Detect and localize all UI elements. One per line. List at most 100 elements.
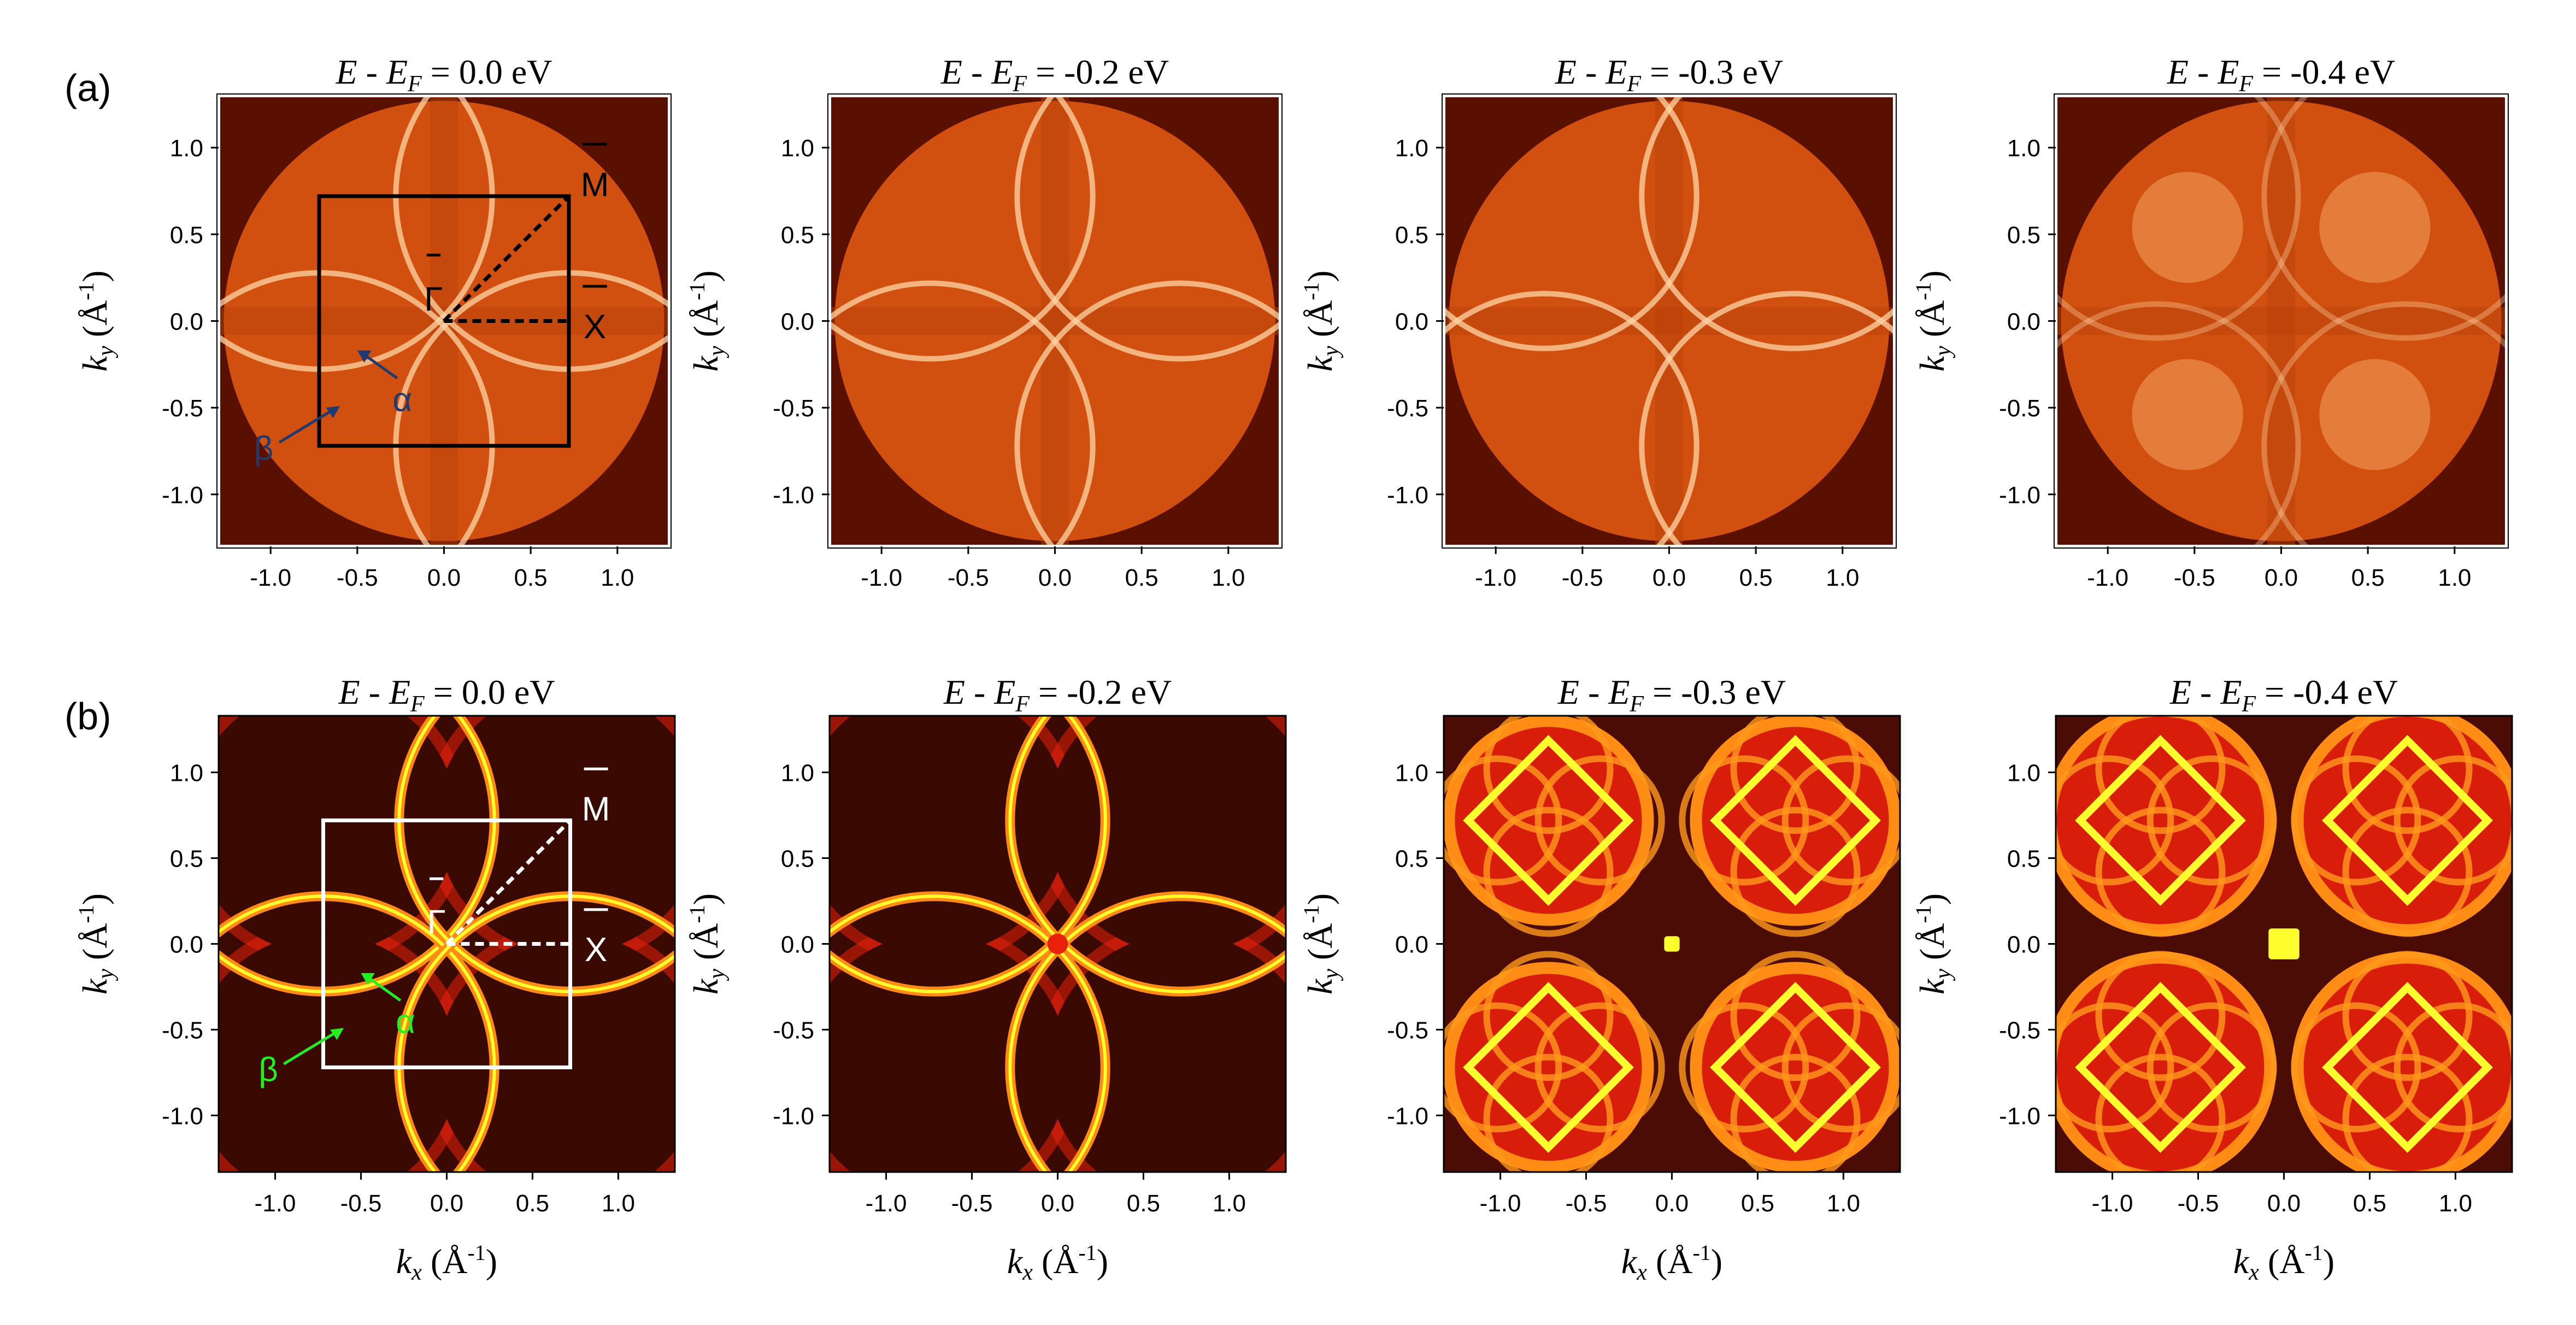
y-tick-label: 0.0 [2007,932,2040,958]
band-pocket-edge [1444,962,1654,1172]
band-cross-v [1655,96,1683,546]
title-value: = -0.2 eV [1030,673,1172,711]
heatmap-area [830,96,1280,546]
panel-title: E - EF = -0.4 eV [2169,673,2398,717]
band-lobe [1483,716,1614,834]
y-tick-label: 0.0 [1395,309,1428,335]
band-lobe [2342,716,2473,834]
band-lobe [2393,755,2512,886]
band-lobe [2146,755,2277,886]
band-contour [2261,96,2507,341]
band-pocket-edge [2056,951,2277,1172]
title-subscript: F [2241,692,2256,717]
x-tick-label: -0.5 [948,564,989,591]
beta-label: β [254,429,274,467]
y-tick-label: -1.0 [1999,1103,2040,1129]
y-tick-label: 0.5 [1395,222,1428,249]
y-tick-label: 0.5 [2007,846,2040,873]
title-energy: E - E [1555,52,1627,91]
gamma-pocket [1047,933,1068,955]
heatmap-area [2056,716,2512,1172]
band-hole [436,716,675,955]
x-point-label: X [584,308,606,346]
y-tick-label: 0.5 [170,846,203,873]
panel-a-0: E - EF = 0.0 eV 1.0 0.5 0.0 -0.5 -1.0 -1.0 -0.5… [74,52,672,591]
gamma-point-label: Γ [424,280,443,318]
band-hole [1047,933,1286,1172]
x-tick-label: 0.5 [1741,1190,1774,1217]
y-tick-label: -0.5 [1999,1017,2040,1044]
band-pocket-edge [1690,962,1900,1172]
y-tick-label: 0.5 [1395,846,1428,873]
y-axis-label: ky (Å-1) [1299,270,1344,372]
x-tick-label: 0.5 [2351,564,2385,591]
x-axis-label: kx (Å-1) [1007,1240,1108,1285]
row-label-a: (a) [64,67,111,109]
row-label-b: (b) [64,695,111,738]
x-tick-label: 1.0 [2439,1190,2472,1217]
x-tick-label: 0.5 [514,564,548,591]
y-tick-label: -0.5 [1387,395,1428,422]
y-tick-label: 0.0 [170,309,203,335]
gamma-m-path [443,195,571,322]
title-subscript: F [1626,72,1641,97]
m-point-label: M [582,790,610,828]
x-tick-label: -1.0 [2092,1190,2133,1217]
band-lobe [2095,716,2226,834]
y-tick-label: 0.0 [781,309,814,335]
y-tick-label: -1.0 [162,482,203,509]
x-tick-label: -0.5 [340,1190,382,1217]
x-tick-label: 1.0 [1827,1190,1860,1217]
alpha-arrowhead [361,973,375,985]
band-lobe [2146,1002,2277,1133]
y-axis-label: ky (Å-1) [1911,893,1956,994]
panel-title: E - EF = -0.2 eV [940,52,1169,97]
x-tick-label: -1.0 [866,1190,907,1217]
band-lobe [2342,1053,2473,1172]
title-energy: E - E [336,52,408,91]
x-tick-label: -0.5 [1566,1190,1607,1217]
y-tick-label: 0.0 [781,932,814,958]
y-tick-label: -1.0 [1387,482,1428,509]
band-lobe [2095,951,2226,1081]
x-tick-label: 0.0 [2267,1190,2301,1217]
band-contour [830,280,1096,546]
x-tick-label: 1.0 [1826,564,1859,591]
x-axis-label: kx (Å-1) [396,1240,497,1285]
alpha-arrowhead [357,350,372,363]
y-tick-label: 1.0 [2007,760,2040,787]
alpha-label: α [392,381,412,419]
band-pocket [1696,721,1895,920]
gamma-pocket [1664,936,1680,952]
band-square [2322,982,2493,1153]
band-contour [1444,96,1699,351]
y-tick-label: -0.5 [1387,1017,1428,1044]
x-tick-label: -1.0 [255,1190,296,1217]
x-tick-label: -1.0 [1475,564,1516,591]
y-axis-label: ky (Å-1) [74,270,119,372]
y-tick-label: -0.5 [162,1017,203,1044]
band-lobe [2056,1002,2174,1133]
m-point-label: M [581,166,609,204]
panel-title: E - EF = -0.3 eV [1557,673,1786,717]
band-contour [830,96,1096,362]
band-lobe [2291,755,2421,886]
x-tick-label: -1.0 [861,564,902,591]
x-tick-label: 0.5 [1739,564,1773,591]
title-subscript: F [1629,692,1644,717]
title-subscript: F [1015,692,1030,717]
band-square [1710,735,1881,906]
x-tick-label: -0.5 [1562,564,1603,591]
x-point-label: X [585,931,607,969]
band-lobe [1730,951,1861,1081]
y-axis-label: ky (Å-1) [1299,893,1344,994]
y-tick-label: 1.0 [2007,135,2040,162]
title-energy: E - E [1557,673,1630,711]
band-lobe [2342,806,2473,937]
x-tick-label: -0.5 [337,564,378,591]
band-lobe [1730,716,1861,834]
band-pocket-edge [1690,716,1900,926]
panel-a-3: E - EF = -0.4 eV 1.0 0.5 0.0 -0.5 -1.0 -1.0 -0.… [1911,52,2509,591]
band-hole [1047,716,1286,955]
band-pocket [2319,172,2431,283]
